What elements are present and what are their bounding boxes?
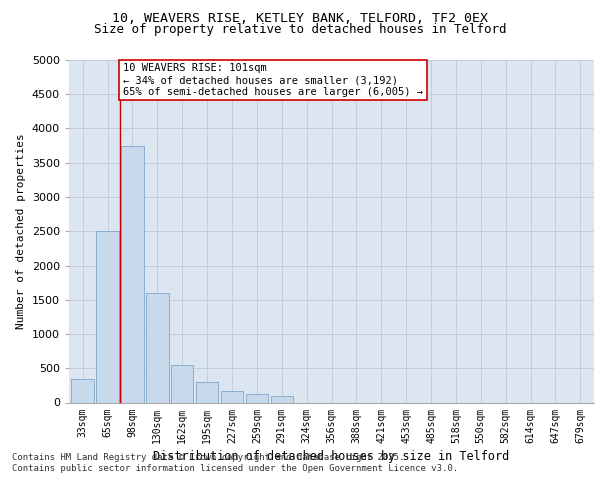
Bar: [271, 396, 293, 402]
Bar: [71, 378, 94, 402]
Bar: [221, 390, 243, 402]
Bar: [171, 365, 193, 403]
Bar: [97, 231, 119, 402]
Text: 10, WEAVERS RISE, KETLEY BANK, TELFORD, TF2 0EX: 10, WEAVERS RISE, KETLEY BANK, TELFORD, …: [112, 12, 488, 26]
X-axis label: Distribution of detached houses by size in Telford: Distribution of detached houses by size …: [154, 450, 509, 462]
Text: 10 WEAVERS RISE: 101sqm
← 34% of detached houses are smaller (3,192)
65% of semi: 10 WEAVERS RISE: 101sqm ← 34% of detache…: [123, 64, 423, 96]
Text: Size of property relative to detached houses in Telford: Size of property relative to detached ho…: [94, 22, 506, 36]
Bar: [146, 293, 169, 403]
Text: Contains public sector information licensed under the Open Government Licence v3: Contains public sector information licen…: [12, 464, 458, 473]
Y-axis label: Number of detached properties: Number of detached properties: [16, 134, 26, 329]
Bar: [121, 146, 143, 402]
Bar: [245, 394, 268, 402]
Text: Contains HM Land Registry data © Crown copyright and database right 2025.: Contains HM Land Registry data © Crown c…: [12, 452, 404, 462]
Bar: [196, 382, 218, 402]
